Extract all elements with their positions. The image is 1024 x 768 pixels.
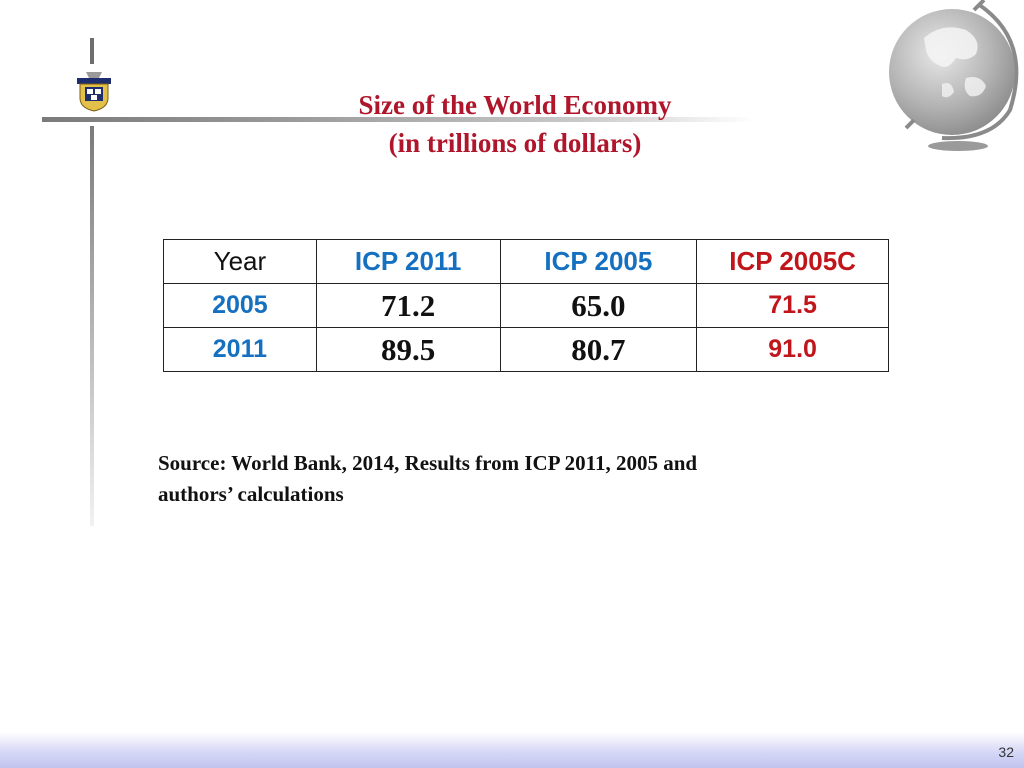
economy-size-table: Year ICP 2011 ICP 2005 ICP 2005C 2005 71… xyxy=(163,239,889,372)
icp-2011-cell: 89.5 xyxy=(315,327,501,372)
decorative-horizontal-line xyxy=(42,117,754,122)
globe-icon xyxy=(889,0,1019,151)
decorative-vertical-line-top xyxy=(90,38,94,64)
header-icp-2005: ICP 2005 xyxy=(499,239,698,284)
decorative-vertical-line xyxy=(90,126,94,526)
row-year-cell: 2005 xyxy=(163,283,317,328)
page-number: 32 xyxy=(998,744,1014,760)
source-note: Source: World Bank, 2014, Results from I… xyxy=(158,448,858,510)
icp-2005c-cell: 71.5 xyxy=(696,283,889,328)
table-row: 2011 89.5 80.7 91.0 xyxy=(163,327,889,372)
source-note-line-1: Source: World Bank, 2014, Results from I… xyxy=(158,451,698,475)
header-icp-2005c: ICP 2005C xyxy=(696,239,889,284)
icp-2005-cell: 65.0 xyxy=(499,283,698,328)
table-row: 2005 71.2 65.0 71.5 xyxy=(163,283,889,328)
university-crest-icon xyxy=(77,72,111,112)
header-icp-2011: ICP 2011 xyxy=(315,239,501,284)
slide-title: Size of the World Economy (in trillions … xyxy=(300,86,730,162)
row-year-cell: 2011 xyxy=(163,327,317,372)
slide-title-line-2: (in trillions of dollars) xyxy=(388,128,642,158)
icp-2011-cell: 71.2 xyxy=(315,283,501,328)
slide-title-line-1: Size of the World Economy xyxy=(358,90,672,120)
footer-band xyxy=(0,732,1024,768)
header-year: Year xyxy=(163,239,317,284)
icp-2005-cell: 80.7 xyxy=(499,327,698,372)
table-header-row: Year ICP 2011 ICP 2005 ICP 2005C xyxy=(163,239,889,284)
source-note-line-2: authors’ calculations xyxy=(158,482,344,506)
icp-2005c-cell: 91.0 xyxy=(696,327,889,372)
